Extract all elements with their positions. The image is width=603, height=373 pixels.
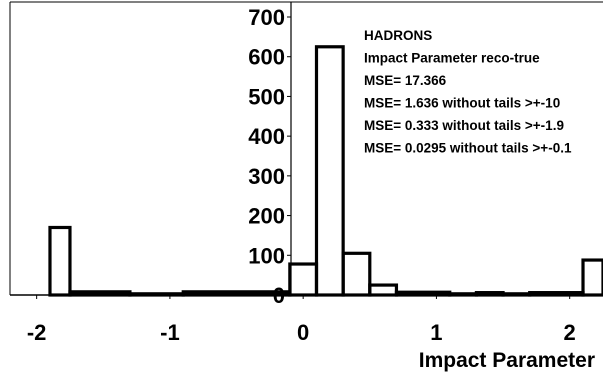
histogram-bin <box>128 292 185 297</box>
histogram-bin <box>448 292 479 297</box>
x-axis-label: Impact Parameter <box>419 349 595 372</box>
x-tick-label: 0 <box>297 320 309 345</box>
y-tick-label: 400 <box>248 124 285 149</box>
histogram-bin <box>394 290 452 297</box>
x-tick-label: 1 <box>430 320 442 345</box>
y-tick-label: 200 <box>248 204 285 229</box>
x-axis: -2 -1 0 1 2 <box>27 295 576 345</box>
legend-line: HADRONS <box>364 28 432 43</box>
histogram-bin <box>528 291 585 297</box>
legend-line: MSE= 17.366 <box>364 73 447 88</box>
y-tick-label: 700 <box>248 5 285 30</box>
y-tick-label: 500 <box>248 84 285 109</box>
y-tick-label: 600 <box>248 45 285 70</box>
legend-line: MSE= 0.0295 without tails >+-0.1 <box>364 141 572 156</box>
y-tick-label: 100 <box>248 243 285 268</box>
legend: HADRONS Impact Parameter reco-true MSE= 17… <box>364 28 572 156</box>
histogram-bin <box>68 290 132 297</box>
y-tick-label: 300 <box>248 164 285 189</box>
histogram-bin <box>48 225 72 297</box>
histogram-bins <box>48 45 603 297</box>
legend-line: Impact Parameter reco-true <box>364 51 540 66</box>
histogram-bin <box>314 45 345 297</box>
x-tick-label: -1 <box>160 320 180 345</box>
x-tick-label: 2 <box>564 320 576 345</box>
histogram-bin <box>288 262 319 297</box>
histogram-bin <box>341 251 372 297</box>
histogram-bin <box>368 283 399 297</box>
legend-line: MSE= 1.636 without tails >+-10 <box>364 96 560 111</box>
legend-line: MSE= 0.333 without tails >+-1.9 <box>364 118 564 133</box>
histogram-bin <box>501 292 532 297</box>
histogram-bin <box>581 258 603 297</box>
histogram-bin <box>474 291 505 297</box>
histogram-bin <box>181 290 292 297</box>
x-tick-label: -2 <box>27 320 47 345</box>
